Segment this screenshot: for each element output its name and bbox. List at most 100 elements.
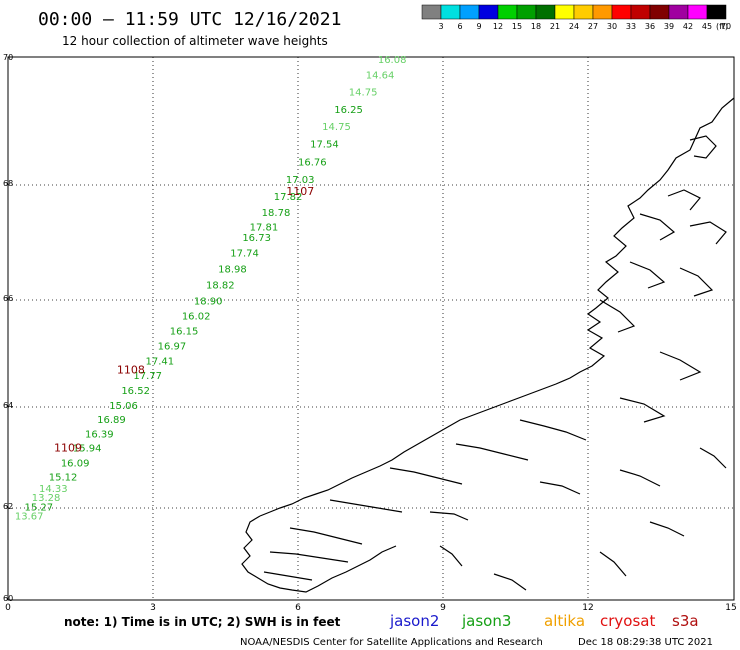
fjord — [389, 467, 463, 485]
color-scale-tick: 24 — [569, 22, 579, 31]
color-swatch — [535, 4, 556, 20]
inland-lake — [599, 551, 627, 577]
wave-height-label: 14.75 — [349, 88, 378, 99]
color-swatch — [668, 4, 689, 20]
color-scale-tick: 15 — [512, 22, 522, 31]
coastline — [241, 97, 735, 593]
color-swatch — [706, 4, 727, 20]
fjord — [455, 443, 529, 461]
grid-lines — [8, 57, 734, 600]
inland-lake — [539, 481, 581, 495]
color-swatch — [459, 4, 480, 20]
fjord — [629, 261, 666, 289]
color-swatch — [516, 4, 537, 20]
fjord — [619, 397, 666, 423]
wave-height-label: 14.64 — [366, 70, 395, 81]
wave-height-label: 16.97 — [158, 341, 187, 352]
wave-height-label: 13.28 — [32, 493, 61, 504]
coastline-north — [259, 97, 735, 517]
pass-time-labels: 1107 1108 1109 — [54, 185, 314, 455]
color-swatch — [687, 4, 708, 20]
color-scale-tick: 12 — [493, 22, 503, 31]
color-swatch — [630, 4, 651, 20]
fjord — [289, 527, 363, 545]
fjord — [689, 221, 727, 245]
pass-time-label: 1107 — [286, 185, 314, 198]
inland-lake — [649, 521, 685, 537]
color-swatch — [573, 4, 594, 20]
wave-height-label: 17.74 — [230, 248, 259, 259]
wave-height-label: 14.33 — [39, 484, 68, 495]
plot-border — [7, 56, 735, 601]
coastline-south — [241, 515, 397, 593]
fjord — [599, 299, 636, 333]
wave-height-label: 14.75 — [322, 122, 351, 133]
wave-height-label: 16.52 — [121, 386, 150, 397]
x-tick-label: 0 — [5, 603, 11, 613]
inland-lake — [439, 545, 463, 567]
wave-height-label: 16.89 — [97, 415, 126, 426]
fjord — [519, 419, 587, 441]
inland-lake — [429, 511, 469, 521]
inland-lake — [493, 573, 527, 591]
wave-height-label: 17.41 — [146, 356, 175, 367]
color-scale-tick: 42 — [683, 22, 693, 31]
x-tick-label: 3 — [150, 603, 156, 613]
wave-height-label: 16.73 — [242, 233, 271, 244]
map-subtitle: 12 hour collection of altimeter wave hei… — [62, 34, 328, 48]
y-tick-label: 68 — [3, 179, 13, 188]
wave-height-label: 16.08 — [378, 55, 407, 66]
wave-height-label: 17.54 — [310, 139, 339, 150]
fjord — [679, 267, 714, 297]
legend-satellite-label: jason3 — [461, 612, 511, 630]
wave-height-label: 18.78 — [262, 208, 291, 219]
y-tick-label: 64 — [3, 401, 13, 410]
footer-note: note: 1) Time is in UTC; 2) SWH is in fe… — [64, 615, 341, 629]
legend-satellite-label: altika — [544, 612, 585, 630]
pass-time-label: 1109 — [54, 441, 82, 454]
wave-height-label: 16.15 — [170, 326, 199, 337]
wave-height-label: 13.67 — [15, 511, 44, 522]
color-swatch — [649, 4, 670, 20]
color-scale-tick: 30 — [607, 22, 617, 31]
inland-lake — [699, 447, 727, 469]
color-scale-tick: 6 — [457, 22, 462, 31]
wave-height-label: 18.82 — [206, 280, 235, 291]
color-swatch — [554, 4, 575, 20]
color-swatch — [497, 4, 518, 20]
fjord — [689, 135, 717, 159]
y-axis-ticks: 60 62 64 66 68 70 — [3, 53, 13, 603]
pass-time-label: 1108 — [117, 364, 145, 377]
color-scale-unit: (ft) — [716, 22, 728, 31]
wave-height-label: 18.90 — [194, 297, 223, 308]
y-tick-label: 62 — [3, 502, 13, 511]
fjord — [329, 499, 403, 513]
color-swatch — [611, 4, 632, 20]
wave-height-label: 18.98 — [218, 264, 247, 275]
map-frame — [7, 56, 735, 601]
color-scale-tick: 39 — [664, 22, 674, 31]
color-scale-tick: 36 — [645, 22, 655, 31]
fjord — [269, 551, 349, 563]
color-scale-tick: 70 — [721, 22, 731, 31]
color-swatch — [421, 4, 442, 20]
footer-credit: NOAA/NESDIS Center for Satellite Applica… — [240, 637, 543, 648]
wave-height-label: 16.09 — [61, 459, 90, 470]
x-tick-label: 15 — [725, 603, 736, 613]
wave-height-label: 15.06 — [109, 401, 138, 412]
footer-generated-time: Dec 18 08:29:38 UTC 2021 — [578, 637, 713, 648]
x-tick-label: 12 — [582, 603, 593, 613]
legend-satellite-label: jason2 — [389, 612, 439, 630]
fjord — [263, 571, 313, 581]
color-scale-tick: 45 — [702, 22, 712, 31]
wave-height-label: 16.02 — [182, 312, 211, 323]
y-tick-label: 60 — [3, 594, 13, 603]
wave-height-label: 15.12 — [49, 473, 78, 484]
satellite-legend: jason2 jason3 altika cryosat s3a — [389, 612, 699, 630]
color-swatch — [478, 4, 499, 20]
color-scale-tick: 9 — [476, 22, 481, 31]
color-scale-tick: 3 — [438, 22, 443, 31]
y-tick-label: 70 — [3, 53, 13, 62]
color-scale-tick: 21 — [550, 22, 560, 31]
